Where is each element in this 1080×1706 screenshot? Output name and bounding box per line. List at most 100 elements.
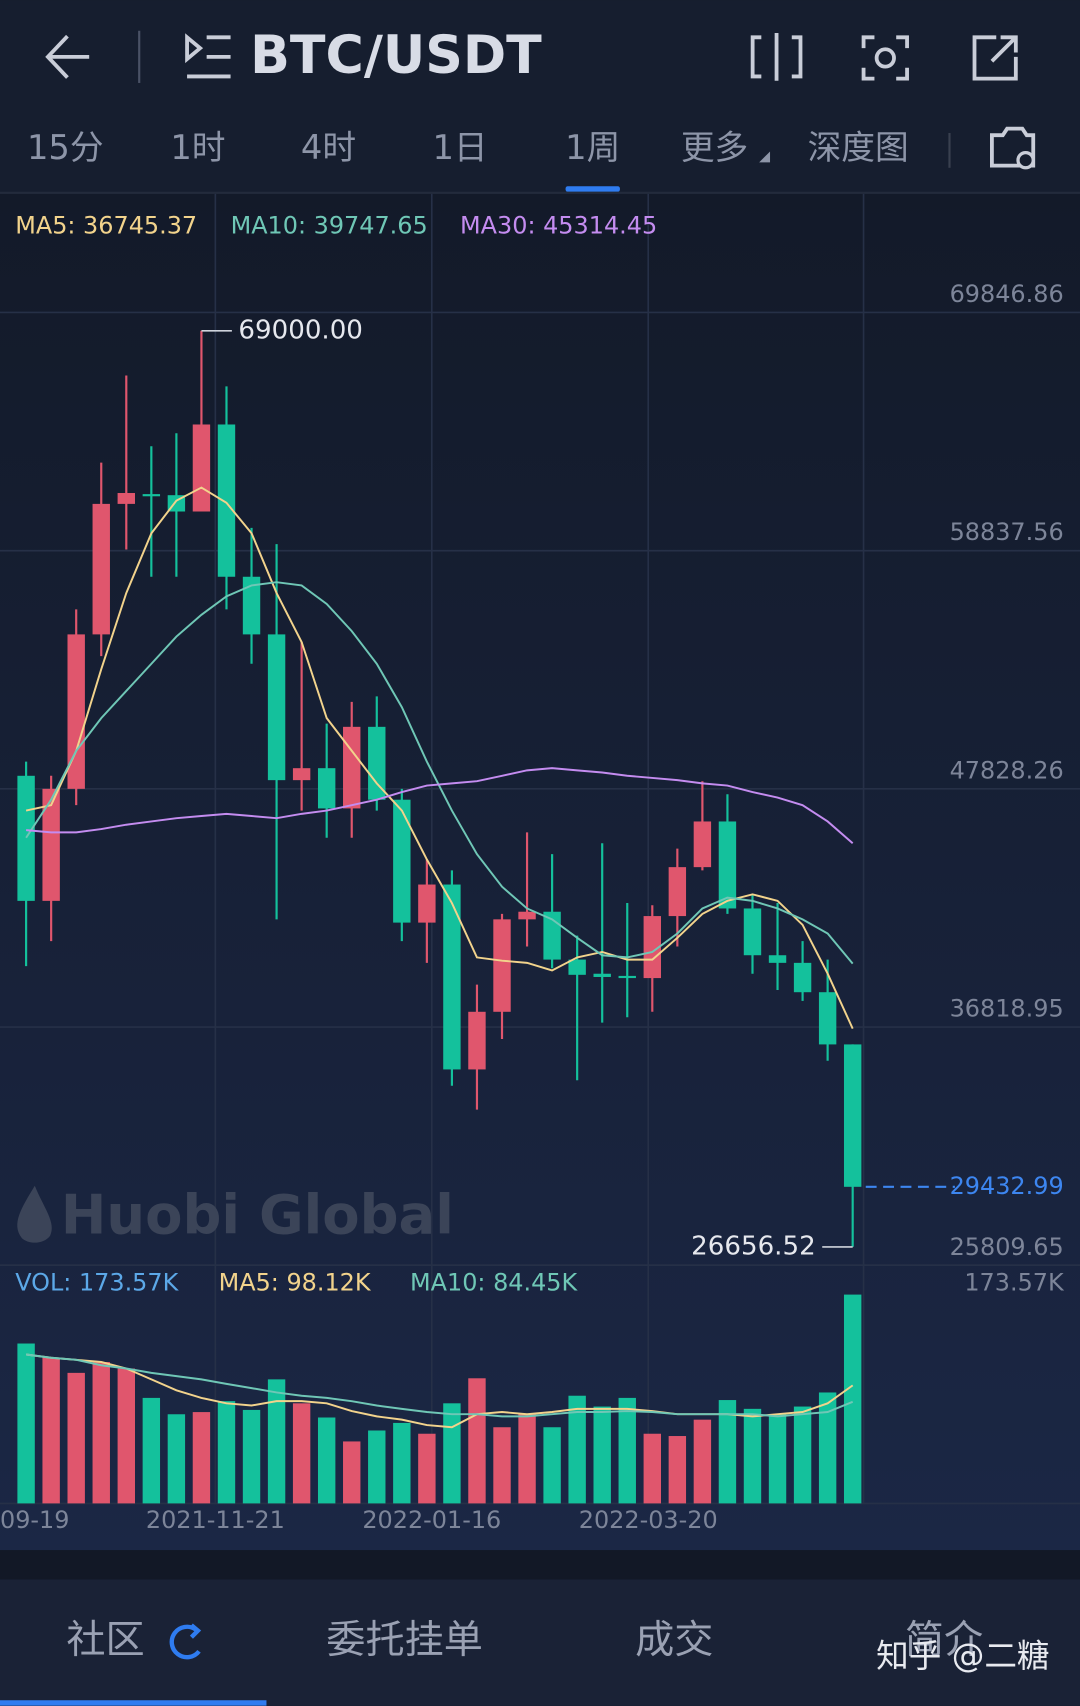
candle-body (718, 821, 737, 909)
nav-item[interactable]: 成交 (635, 1618, 713, 1663)
volume-bar (618, 1397, 636, 1504)
volume-bar (393, 1422, 411, 1504)
volume-bar (167, 1414, 186, 1504)
candle-body (317, 768, 336, 809)
y-tick-label: 25809.65 (950, 1233, 1064, 1261)
ma-label: MA5: 36745.37 (15, 212, 197, 240)
ma-label: MA30: 45314.45 (460, 212, 657, 240)
low-label: 26656.52 (691, 1231, 816, 1261)
volume-bar (42, 1357, 60, 1504)
back-button[interactable] (45, 34, 90, 79)
volume-bar (718, 1400, 737, 1504)
volume-bar (267, 1379, 286, 1504)
candle-body (793, 962, 812, 993)
screenshot-icon-lens (874, 47, 896, 69)
menu-icon[interactable] (185, 33, 231, 79)
settings-gear (1016, 150, 1035, 170)
volume-bar (343, 1441, 361, 1504)
compare-icon[interactable] (750, 32, 803, 81)
tab[interactable]: 15分 (27, 128, 104, 167)
y-tick-label: 36818.95 (950, 995, 1064, 1023)
watermark-logo (17, 1185, 52, 1243)
volume-bar (843, 1294, 862, 1504)
candle-body (818, 992, 837, 1045)
candle-body (292, 768, 311, 781)
volume-bar (818, 1392, 837, 1504)
volume-bar (192, 1412, 211, 1504)
tab[interactable]: 1时 (170, 128, 225, 167)
volume-bar (17, 1343, 35, 1504)
volume-ma-label: MA5: 98.12K (219, 1269, 372, 1297)
volume-bar (793, 1406, 812, 1504)
candle-body (192, 424, 211, 512)
refresh-icon[interactable] (169, 1623, 202, 1660)
nav-item[interactable]: 委托挂单 (326, 1618, 483, 1663)
x-tick-label: 2021-11-21 (146, 1506, 285, 1534)
candle-body (393, 799, 411, 923)
volume-bar (443, 1403, 461, 1504)
tab[interactable]: 4时 (301, 128, 356, 167)
candle-body (518, 911, 536, 920)
settings-icon[interactable] (990, 126, 1036, 168)
volume-bar (92, 1362, 110, 1504)
candle-body (267, 634, 286, 781)
candle-body (217, 424, 236, 577)
separator (0, 1550, 1080, 1580)
tab[interactable]: 1周 (565, 128, 620, 167)
volume-bar (468, 1378, 486, 1504)
ma-line (25, 486, 854, 1030)
x-tick-label: 09-19 (0, 1506, 69, 1534)
candle-body (468, 1011, 486, 1070)
volume-bar (768, 1414, 787, 1504)
volume-label: VOL: 173.57K (15, 1269, 179, 1297)
volume-bar (217, 1401, 236, 1504)
volume-bar (593, 1406, 611, 1504)
x-tick-label: 2022-03-20 (579, 1506, 718, 1534)
tab[interactable]: 深度图 (808, 128, 909, 167)
volume-bar (317, 1417, 336, 1504)
nav-item[interactable]: 社区 (66, 1618, 144, 1663)
candle-body (242, 576, 261, 635)
high-label: 69000.00 (238, 315, 363, 345)
volume-max-label: 173.57K (964, 1269, 1065, 1297)
candle-body (843, 1044, 862, 1187)
ma-line (25, 581, 854, 965)
y-tick-label: 47828.26 (950, 756, 1064, 784)
share-icon[interactable] (972, 35, 1018, 81)
volume-bar (743, 1408, 762, 1504)
volume-bar (643, 1433, 661, 1504)
tab[interactable]: 更多 (681, 128, 748, 167)
volume-bar (493, 1427, 511, 1504)
tab[interactable]: 1日 (432, 128, 487, 167)
candle-body (117, 493, 135, 504)
candle-body (42, 788, 60, 901)
volume-bar (292, 1403, 311, 1504)
bottom-nav-bg (0, 1579, 1080, 1706)
volume-bar (693, 1419, 712, 1504)
volume-bar (668, 1436, 687, 1504)
screenshot-icon[interactable] (861, 35, 909, 81)
candle-body (743, 908, 762, 956)
volume-bar (142, 1397, 161, 1504)
volume-bar (368, 1430, 386, 1504)
candle-body (443, 884, 461, 1070)
volume-bar (418, 1433, 436, 1504)
volume-bar (568, 1395, 586, 1504)
candle-body (67, 634, 85, 789)
volume-bar (117, 1368, 135, 1504)
site-watermark: 知乎 @二糖 (876, 1637, 1049, 1675)
candle-body (368, 726, 386, 800)
candle-body (343, 726, 361, 809)
watermark: Huobi Global (61, 1184, 454, 1247)
candle-body (768, 955, 787, 963)
ma-line (25, 1353, 854, 1418)
volume-bar (543, 1427, 561, 1504)
candle-body (568, 959, 586, 975)
pair-title: BTC/USDT (250, 26, 542, 86)
candle-body (17, 775, 35, 901)
candle-body (92, 503, 110, 635)
candle-body (593, 973, 611, 977)
nav-item[interactable]: 简介 (905, 1618, 983, 1663)
